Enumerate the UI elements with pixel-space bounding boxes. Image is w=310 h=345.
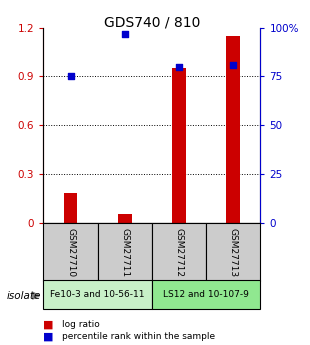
Bar [172, 68, 186, 223]
Text: GSM27710: GSM27710 [66, 228, 75, 277]
Text: percentile rank within the sample: percentile rank within the sample [62, 332, 215, 341]
Text: GSM27713: GSM27713 [229, 228, 238, 277]
Bar [206, 223, 260, 281]
Text: isolate: isolate [6, 291, 41, 300]
Point [122, 32, 127, 37]
Text: Fe10-3 and 10-56-11: Fe10-3 and 10-56-11 [51, 290, 145, 299]
Bar [64, 193, 77, 223]
Text: GDS740 / 810: GDS740 / 810 [104, 16, 200, 30]
Polygon shape [33, 292, 40, 299]
Bar [118, 214, 131, 223]
Bar [43, 280, 152, 309]
Point [68, 73, 73, 79]
Bar [227, 36, 240, 223]
Bar [152, 223, 206, 281]
Text: ■: ■ [43, 332, 54, 341]
Point [176, 64, 181, 69]
Bar [43, 223, 98, 281]
Text: GSM27711: GSM27711 [120, 228, 129, 277]
Text: log ratio: log ratio [62, 320, 100, 329]
Point [231, 62, 236, 67]
Text: LS12 and 10-107-9: LS12 and 10-107-9 [163, 290, 249, 299]
Text: ■: ■ [43, 319, 54, 329]
Text: GSM27712: GSM27712 [175, 228, 184, 277]
Bar [98, 223, 152, 281]
Bar [152, 280, 260, 309]
